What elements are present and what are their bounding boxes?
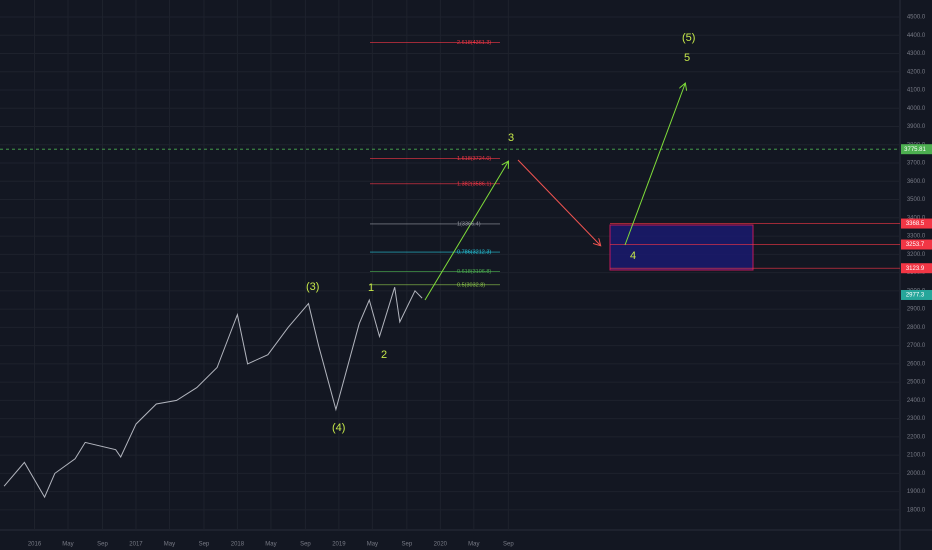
x-tick-label: Sep — [503, 542, 514, 548]
y-tick-label: 2400.0 — [907, 398, 926, 404]
y-tick-label: 4400.0 — [907, 33, 926, 39]
y-tick-label: 2800.0 — [907, 325, 926, 331]
arrow — [424, 162, 508, 301]
y-tick-label: 3200.0 — [907, 252, 926, 258]
x-tick-label: 2020 — [434, 542, 448, 548]
price-tag-label: 2977.3 — [906, 293, 925, 299]
x-tick-label: Sep — [402, 542, 413, 548]
x-tick-label: Sep — [97, 542, 108, 548]
fib-label: 1(3366.4) — [457, 221, 481, 227]
x-tick-label: May — [164, 542, 175, 548]
wave-label: (4) — [332, 422, 345, 434]
price-tag-label: 3123.9 — [906, 266, 925, 272]
y-tick-label: 4100.0 — [907, 88, 926, 94]
target-box — [609, 224, 754, 271]
price-tag — [901, 289, 932, 300]
x-tick-label: Sep — [300, 542, 311, 548]
price-tag — [901, 263, 932, 274]
y-tick-label: 2300.0 — [907, 416, 926, 422]
x-tick-label: May — [265, 542, 276, 548]
fib-label: 2.618(4361.3) — [457, 40, 491, 46]
fib-label: 0.5(3032.8) — [457, 282, 485, 288]
y-tick-label: 4000.0 — [907, 106, 926, 112]
y-tick-label: 1900.0 — [907, 489, 926, 495]
y-tick-label: 3300.0 — [907, 234, 926, 240]
arrow — [624, 84, 685, 246]
y-tick-label: 3600.0 — [907, 179, 926, 185]
wave-label: 2 — [381, 349, 387, 361]
x-tick-label: 2018 — [231, 542, 245, 548]
fib-label: 0.786(3212.3) — [457, 250, 491, 256]
y-tick-label: 2600.0 — [907, 361, 926, 367]
price-tag-label: 3253.7 — [906, 242, 925, 248]
x-tick-label: May — [367, 542, 378, 548]
price-tag — [901, 144, 932, 155]
y-tick-label: 3900.0 — [907, 124, 926, 130]
arrow — [517, 159, 600, 245]
y-tick-label: 2000.0 — [907, 471, 926, 477]
fib-label: 1.618(3724.0) — [457, 156, 491, 162]
y-tick-label: 3400.0 — [907, 215, 926, 221]
y-tick-label: 3500.0 — [907, 197, 926, 203]
y-tick-label: 4500.0 — [907, 15, 926, 21]
y-tick-label: 2200.0 — [907, 434, 926, 440]
price-line — [3, 287, 423, 499]
fib-label: 1.382(3586.1) — [457, 181, 491, 187]
wave-label: 5 — [684, 52, 690, 64]
wave-label: 1 — [368, 282, 374, 294]
y-tick-label: 4300.0 — [907, 51, 926, 57]
x-tick-label: May — [62, 542, 73, 548]
wave-label: 3 — [508, 132, 514, 144]
wave-label: 4 — [630, 250, 636, 262]
x-tick-label: 2016 — [28, 542, 42, 548]
marks — [0, 42, 900, 499]
x-tick-label: 2019 — [332, 542, 346, 548]
y-tick-label: 2900.0 — [907, 307, 926, 313]
y-tick-label: 4200.0 — [907, 69, 926, 75]
price-tag-label: 3368.5 — [906, 221, 925, 227]
price-tag — [901, 239, 932, 250]
price-tag — [901, 218, 932, 229]
x-tick-label: Sep — [199, 542, 210, 548]
y-tick-label: 3700.0 — [907, 161, 926, 167]
x-tick-label: May — [468, 542, 479, 548]
y-tick-label: 2100.0 — [907, 453, 926, 459]
y-tick-label: 1800.0 — [907, 507, 926, 513]
fib-label: 0.618(3106.8) — [457, 269, 491, 275]
x-tick-label: 2017 — [129, 542, 143, 548]
price-tag-label: 3775.81 — [904, 147, 926, 153]
wave-label: (5) — [682, 32, 695, 44]
y-tick-label: 2500.0 — [907, 380, 926, 386]
wave-label: (3) — [306, 281, 319, 293]
y-tick-label: 2700.0 — [907, 343, 926, 349]
